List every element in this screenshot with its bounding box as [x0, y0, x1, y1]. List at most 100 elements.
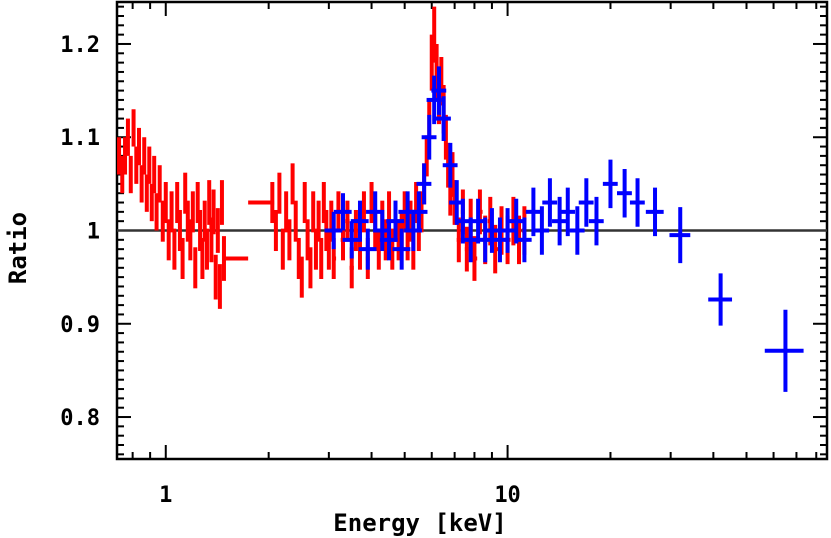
data-point [157, 165, 162, 203]
data-point [764, 309, 804, 392]
data-point [215, 208, 220, 253]
data-point [313, 228, 318, 270]
data-point [472, 236, 478, 281]
data-point [125, 118, 130, 156]
data-point [305, 219, 310, 261]
data-point [442, 142, 458, 188]
series-1 [117, 6, 527, 309]
data-point [432, 6, 437, 63]
y-axis-title: Ratio [4, 212, 32, 284]
data-point [508, 198, 524, 244]
data-point [386, 200, 405, 242]
data-point [211, 189, 216, 235]
data-point [293, 200, 298, 242]
data-point [602, 159, 618, 209]
tick-labels: 0.8 0.9 1 1.1 1.2 1 10 [60, 33, 521, 508]
data-point [463, 217, 478, 263]
data-point [277, 172, 282, 214]
data-point [139, 165, 144, 203]
data-point [358, 228, 377, 270]
data-point [416, 163, 432, 205]
y-tick-label: 0.8 [60, 406, 100, 431]
data-point [152, 155, 157, 194]
data-point [180, 237, 185, 279]
data-point [142, 137, 147, 175]
data-point [321, 182, 326, 224]
data-point [484, 208, 500, 253]
data-point [136, 127, 141, 166]
data-point [421, 114, 437, 160]
data-point [175, 182, 180, 224]
data-point [172, 228, 177, 270]
data-point [198, 209, 203, 252]
data-point [311, 191, 316, 233]
data-point [525, 187, 541, 237]
data-point [117, 137, 122, 175]
data-point [169, 191, 174, 233]
data-point [392, 228, 411, 270]
data-point [588, 196, 604, 246]
data-point [326, 228, 331, 270]
data-point [195, 182, 200, 224]
data-point [708, 273, 733, 326]
data-point [324, 211, 343, 250]
data-point [204, 228, 209, 270]
data-point [431, 66, 447, 115]
data-point [193, 247, 198, 289]
data-point [290, 163, 295, 205]
data-point [552, 196, 567, 246]
data-point [221, 236, 249, 281]
data-point [534, 206, 550, 255]
data-point [163, 182, 168, 224]
data-point [578, 178, 594, 227]
data-point [302, 182, 307, 224]
data-point [342, 221, 361, 259]
data-point [299, 256, 304, 298]
data-point [669, 207, 691, 264]
x-tick-label: 1 [159, 483, 172, 508]
data-point [569, 206, 585, 255]
data-point [131, 109, 136, 147]
data-point [154, 193, 159, 231]
y-tick-label: 0.9 [60, 313, 100, 338]
data-point [207, 180, 212, 225]
data-point [202, 200, 207, 242]
data-point [149, 183, 154, 222]
data-point [353, 209, 358, 252]
data-point [217, 264, 222, 309]
data-point [492, 217, 508, 263]
data-point [361, 191, 366, 233]
data-point [645, 187, 664, 237]
data-point [190, 191, 195, 233]
data-point [376, 228, 381, 270]
data-point [345, 200, 350, 242]
data-point [516, 217, 532, 263]
data-point [280, 228, 285, 270]
data-series [117, 6, 804, 392]
data-point [436, 96, 451, 141]
data-point [177, 209, 182, 252]
data-point [144, 174, 149, 212]
data-point [128, 155, 133, 194]
y-tick-label: 1 [87, 220, 100, 245]
data-point [284, 191, 289, 233]
series-2 [324, 66, 804, 392]
x-axis-title: Energy [keV] [333, 509, 506, 537]
axis-ticks [117, 2, 827, 459]
data-point [319, 237, 324, 279]
data-point [350, 200, 369, 242]
data-point [160, 200, 165, 242]
data-point [464, 226, 469, 272]
data-point [209, 217, 214, 263]
data-point [333, 193, 352, 231]
data-point [183, 172, 188, 214]
data-point [213, 254, 218, 300]
data-point [456, 217, 461, 263]
data-point [369, 182, 374, 224]
data-point [200, 237, 205, 279]
data-point [219, 180, 224, 225]
data-point [617, 168, 632, 218]
data-point [409, 191, 428, 233]
data-point [287, 219, 292, 261]
